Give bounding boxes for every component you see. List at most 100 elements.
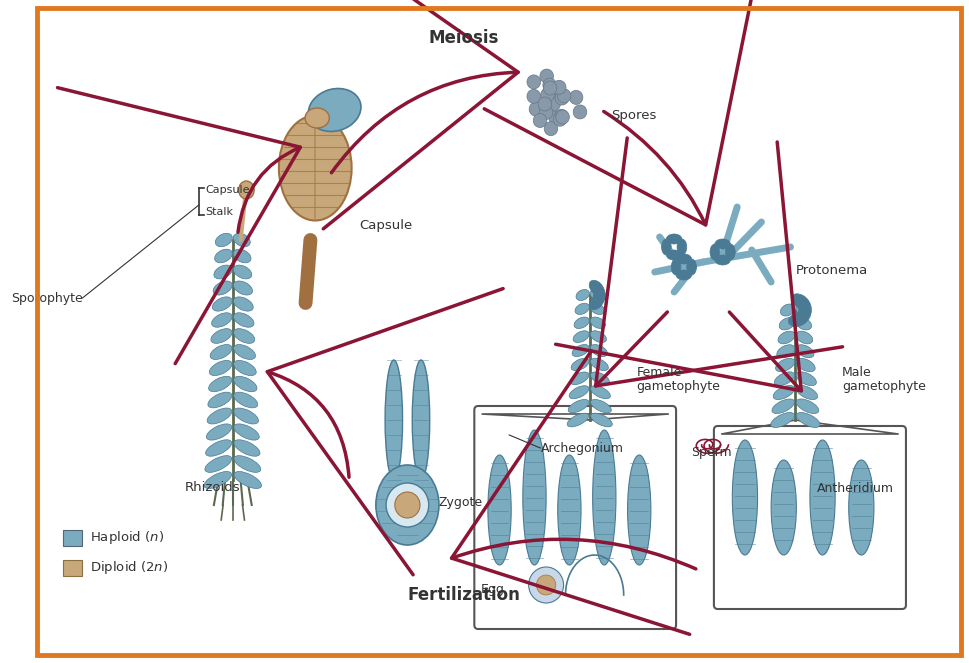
Circle shape xyxy=(548,111,563,125)
Text: Archegonium: Archegonium xyxy=(542,442,624,455)
Ellipse shape xyxy=(211,313,233,328)
Ellipse shape xyxy=(849,460,874,555)
Ellipse shape xyxy=(234,455,261,472)
Text: Zygote: Zygote xyxy=(438,495,483,509)
Circle shape xyxy=(553,112,567,126)
Circle shape xyxy=(386,483,428,527)
Ellipse shape xyxy=(779,318,795,330)
Circle shape xyxy=(543,78,556,92)
Ellipse shape xyxy=(567,413,589,427)
Circle shape xyxy=(529,567,564,603)
Ellipse shape xyxy=(773,385,795,400)
Ellipse shape xyxy=(715,255,731,265)
FancyArrowPatch shape xyxy=(267,288,503,575)
Ellipse shape xyxy=(590,290,604,300)
Circle shape xyxy=(540,69,553,83)
Ellipse shape xyxy=(215,233,233,247)
Ellipse shape xyxy=(796,331,813,344)
Text: Female: Female xyxy=(637,365,681,379)
Ellipse shape xyxy=(214,249,233,263)
Text: Capsule: Capsule xyxy=(359,219,412,231)
Ellipse shape xyxy=(667,234,682,244)
Ellipse shape xyxy=(575,303,589,314)
Ellipse shape xyxy=(590,372,610,385)
Ellipse shape xyxy=(797,412,820,428)
Ellipse shape xyxy=(234,313,254,328)
Ellipse shape xyxy=(210,345,232,359)
Ellipse shape xyxy=(590,317,606,329)
Ellipse shape xyxy=(590,331,607,343)
Ellipse shape xyxy=(234,265,252,279)
Text: Stalk: Stalk xyxy=(205,207,234,217)
Ellipse shape xyxy=(590,386,610,398)
Ellipse shape xyxy=(569,386,589,398)
Ellipse shape xyxy=(234,392,258,408)
FancyBboxPatch shape xyxy=(475,406,676,629)
Ellipse shape xyxy=(594,286,606,304)
Ellipse shape xyxy=(710,244,720,260)
Circle shape xyxy=(529,102,543,116)
Ellipse shape xyxy=(234,408,259,424)
Ellipse shape xyxy=(590,345,608,357)
Ellipse shape xyxy=(208,377,232,392)
FancyArrowPatch shape xyxy=(596,138,843,386)
Circle shape xyxy=(557,89,571,103)
Ellipse shape xyxy=(308,88,361,131)
Ellipse shape xyxy=(672,259,681,275)
Text: Sperm: Sperm xyxy=(691,446,732,459)
Ellipse shape xyxy=(234,281,253,295)
Ellipse shape xyxy=(796,345,814,358)
Text: Sporophyte: Sporophyte xyxy=(11,292,82,304)
Ellipse shape xyxy=(676,254,692,264)
Ellipse shape xyxy=(234,361,256,375)
Circle shape xyxy=(556,110,570,124)
Text: Capsule: Capsule xyxy=(205,185,250,195)
Text: Spores: Spores xyxy=(611,109,656,121)
FancyArrowPatch shape xyxy=(555,142,801,391)
Ellipse shape xyxy=(234,297,253,311)
Circle shape xyxy=(555,91,569,105)
Ellipse shape xyxy=(590,399,611,413)
Ellipse shape xyxy=(558,455,581,565)
Circle shape xyxy=(527,75,541,89)
Ellipse shape xyxy=(206,424,232,440)
Ellipse shape xyxy=(234,249,251,263)
Ellipse shape xyxy=(574,317,589,329)
Ellipse shape xyxy=(213,281,233,295)
Ellipse shape xyxy=(589,280,604,296)
Text: Diploid (2$n$): Diploid (2$n$) xyxy=(90,560,169,577)
Ellipse shape xyxy=(305,108,329,128)
Ellipse shape xyxy=(797,385,818,400)
Circle shape xyxy=(574,105,587,119)
Ellipse shape xyxy=(770,412,795,428)
Ellipse shape xyxy=(412,360,429,480)
Ellipse shape xyxy=(234,345,256,359)
Ellipse shape xyxy=(376,465,439,545)
Ellipse shape xyxy=(211,329,232,343)
Circle shape xyxy=(547,97,560,111)
Ellipse shape xyxy=(796,304,810,316)
Ellipse shape xyxy=(676,270,692,280)
Ellipse shape xyxy=(798,298,811,317)
Ellipse shape xyxy=(733,440,758,555)
Ellipse shape xyxy=(207,408,232,424)
Ellipse shape xyxy=(234,233,250,247)
Ellipse shape xyxy=(590,303,605,314)
Ellipse shape xyxy=(628,455,651,565)
Circle shape xyxy=(539,105,553,119)
Ellipse shape xyxy=(279,115,352,221)
Ellipse shape xyxy=(572,345,589,357)
Ellipse shape xyxy=(238,181,254,199)
Ellipse shape xyxy=(208,392,232,408)
Ellipse shape xyxy=(204,471,232,489)
Ellipse shape xyxy=(796,318,812,330)
Text: Meiosis: Meiosis xyxy=(428,29,499,47)
Ellipse shape xyxy=(687,259,697,275)
Circle shape xyxy=(569,90,583,104)
Ellipse shape xyxy=(775,358,795,372)
Bar xyxy=(63,530,82,546)
Circle shape xyxy=(533,113,547,127)
Ellipse shape xyxy=(662,239,672,255)
Ellipse shape xyxy=(234,471,262,489)
Text: Antheridium: Antheridium xyxy=(817,481,893,495)
